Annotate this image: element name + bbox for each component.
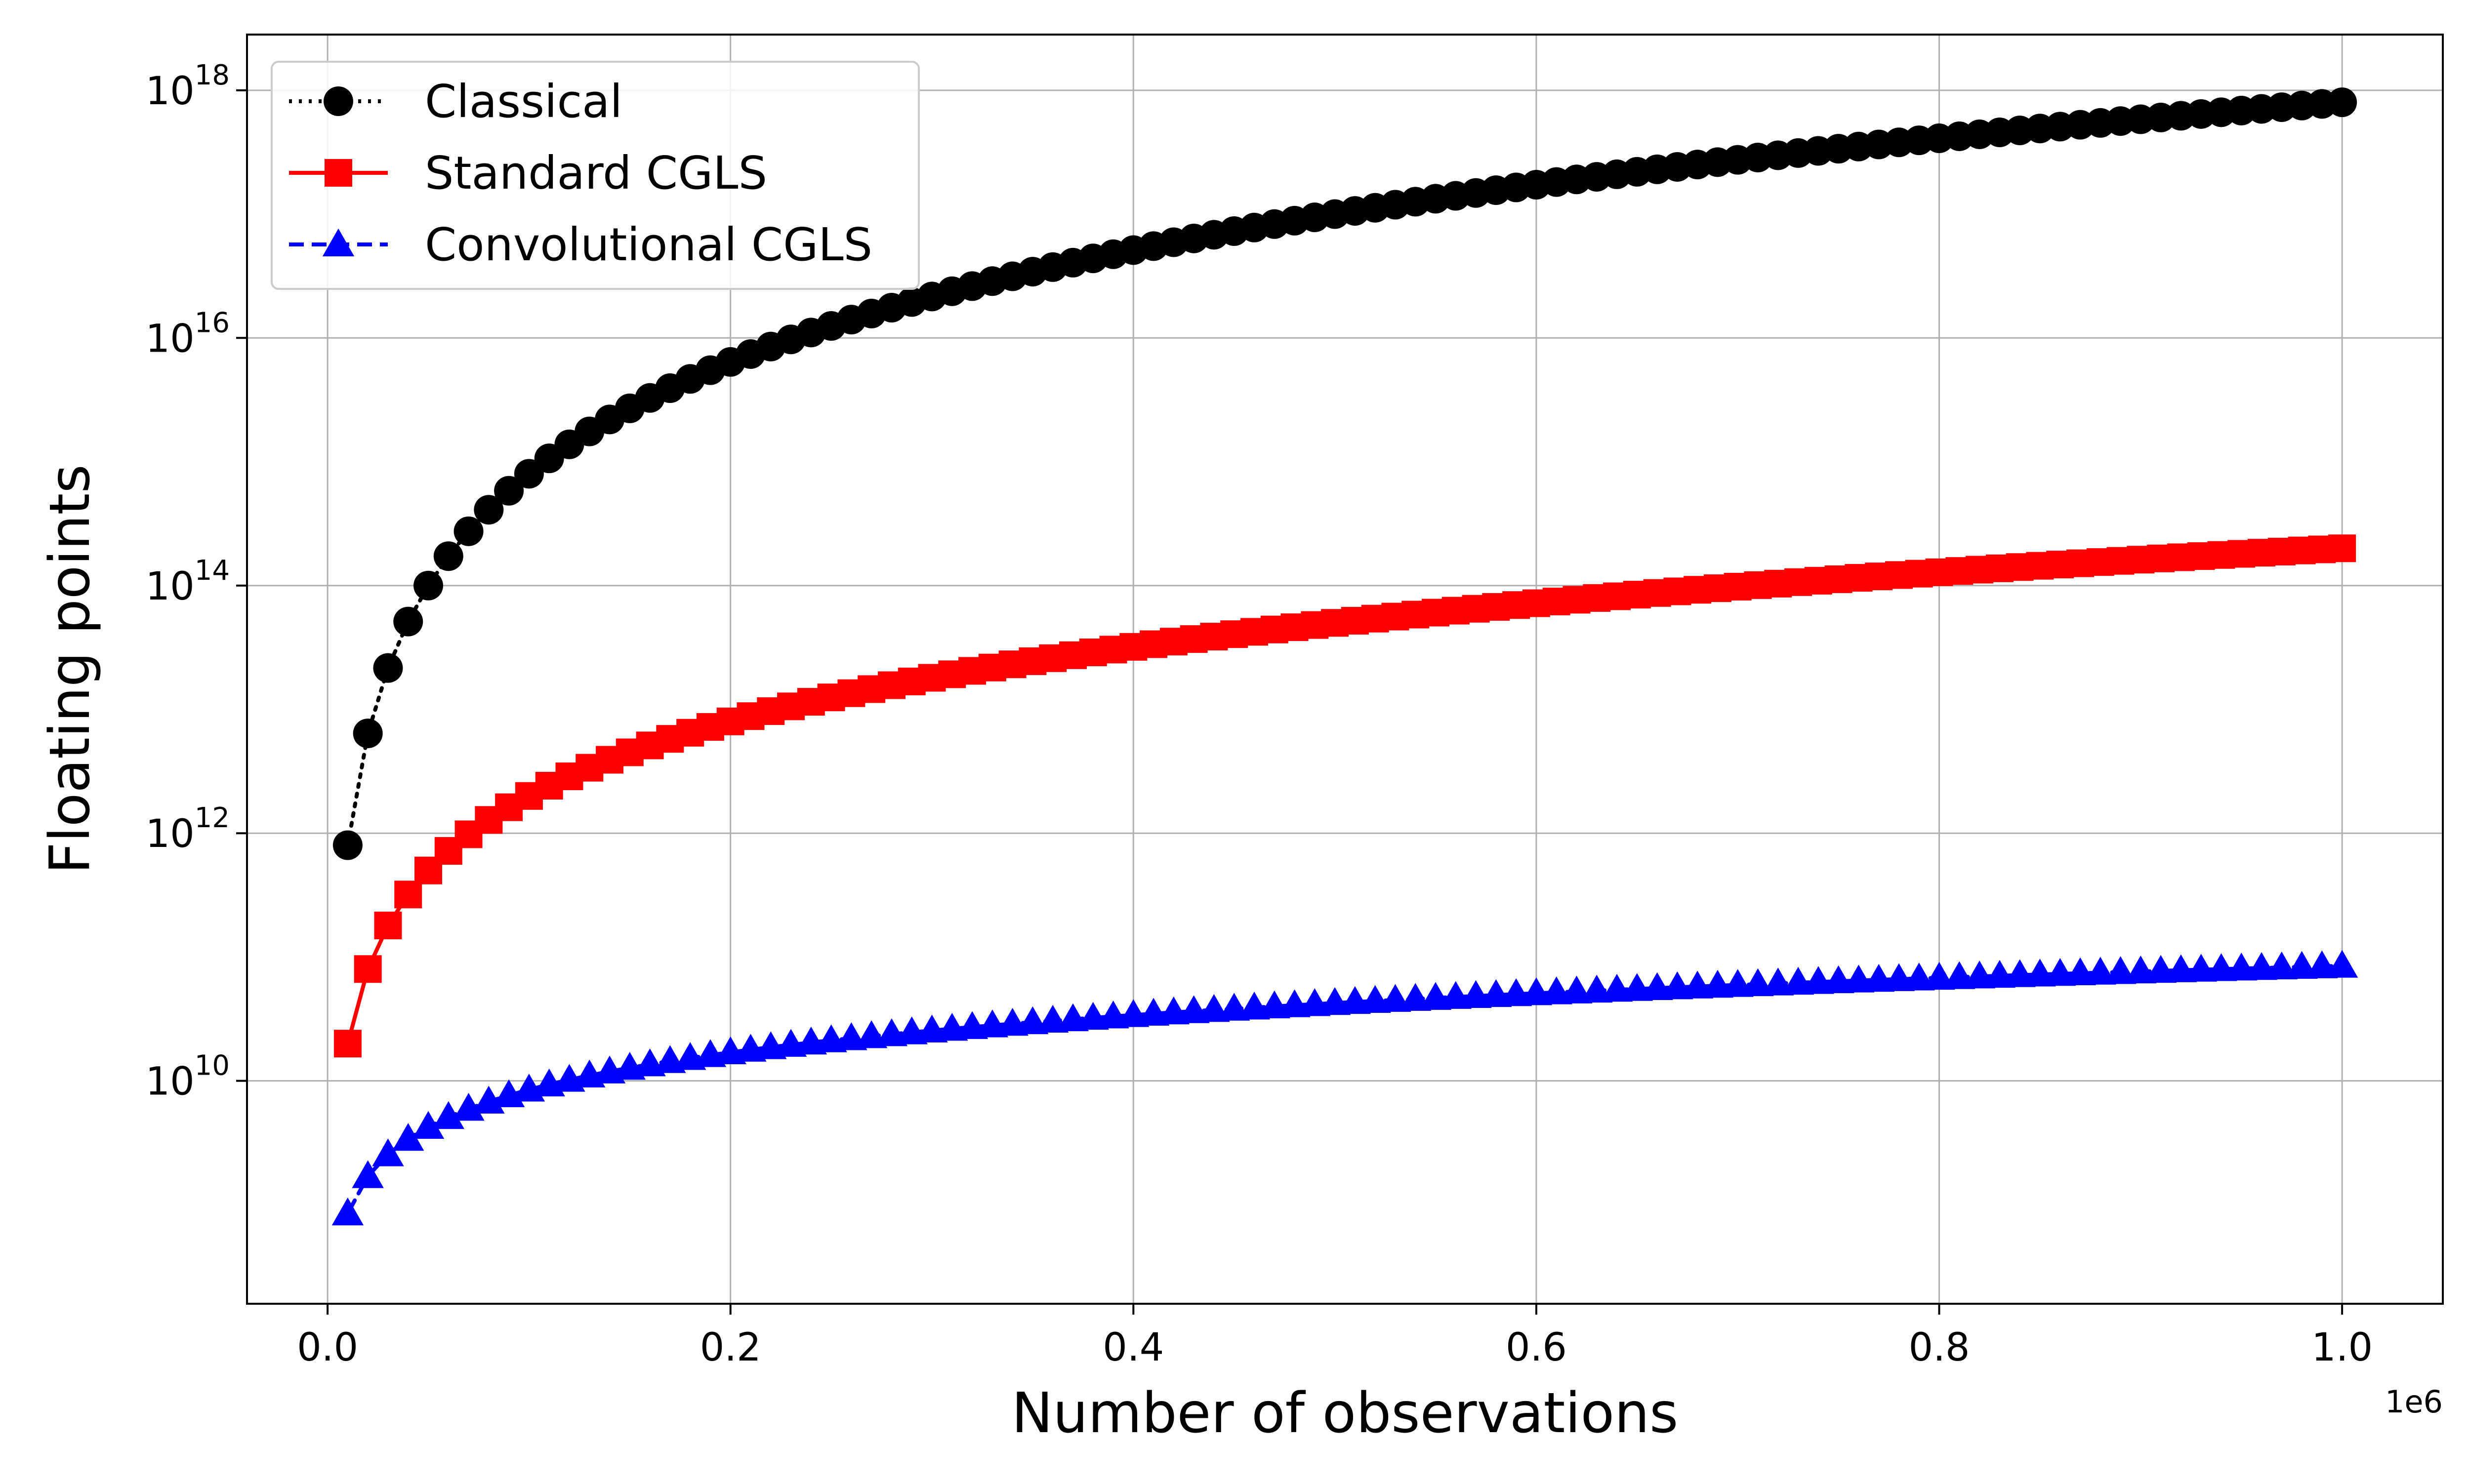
y-tick-label: 1012 [145, 802, 230, 856]
x-tick-label: 0.4 [1103, 1325, 1164, 1370]
series-convolutional-cgls [331, 950, 2358, 1226]
legend-marker [325, 159, 352, 187]
legend-box [271, 61, 920, 290]
data-point [372, 1138, 404, 1166]
data-point [494, 476, 524, 506]
series-line [345, 963, 2345, 1216]
legend: Classical Standard CGLS Convolutional CGLS [271, 61, 920, 290]
legend-item: Classical [289, 75, 622, 128]
plot-frame [246, 34, 2444, 1305]
data-point [373, 653, 403, 683]
y-tick-base: 10 [145, 1060, 194, 1104]
x-tick-label: 0.8 [1908, 1325, 1970, 1370]
data-point [393, 606, 423, 637]
data-point [2326, 950, 2358, 978]
y-tick-label: 1014 [145, 555, 230, 609]
data-point [432, 1101, 464, 1129]
x-tick-label: 0.0 [297, 1325, 358, 1370]
series-standard-cgls [333, 534, 2356, 1058]
data-point [2327, 87, 2357, 118]
data-point [352, 1160, 384, 1188]
data-point [453, 516, 484, 546]
data-point [474, 495, 504, 525]
legend-label: Standard CGLS [425, 147, 767, 200]
y-tick-base: 10 [145, 317, 194, 361]
y-tick-base: 10 [145, 69, 194, 114]
y-tick-label: 1010 [145, 1050, 230, 1104]
y-axis-label: Floating points [38, 464, 102, 874]
series-layer [331, 87, 2358, 1226]
legend-marker [322, 228, 355, 257]
data-point [453, 1093, 485, 1121]
y-tick-exponent: 12 [195, 802, 230, 834]
legend-item: Standard CGLS [289, 147, 767, 200]
data-point [354, 955, 382, 983]
x-tick-label: 0.6 [1506, 1325, 1567, 1370]
y-tick-label: 1016 [145, 307, 230, 361]
data-point [412, 1111, 445, 1139]
y-tick-exponent: 18 [195, 59, 230, 91]
legend-item: Convolutional CGLS [289, 218, 872, 271]
data-point [374, 911, 402, 939]
data-point [333, 1030, 362, 1058]
legend-marker [324, 86, 353, 116]
y-tick-base: 10 [145, 812, 194, 856]
x-tick-label: 0.2 [700, 1325, 761, 1370]
x-axis-label: Number of observations [1012, 1381, 1679, 1445]
data-point [514, 459, 544, 489]
y-tick-exponent: 10 [195, 1050, 230, 1082]
series-classical [332, 87, 2357, 860]
legend-label: Classical [425, 75, 622, 128]
y-tick-base: 10 [145, 564, 194, 609]
data-point [433, 541, 463, 571]
x-tick-label: 1.0 [2311, 1325, 2373, 1370]
data-point [394, 881, 422, 909]
data-point [413, 570, 444, 601]
y-tick-exponent: 14 [195, 555, 230, 587]
data-point [392, 1123, 424, 1151]
y-tick-exponent: 16 [195, 307, 230, 339]
data-point [331, 1197, 364, 1226]
x-axis-offset-text: 1e6 [2385, 1384, 2443, 1420]
data-point [332, 830, 363, 860]
legend-label: Convolutional CGLS [425, 218, 872, 271]
y-tick-label: 1018 [145, 59, 230, 114]
data-point [2328, 534, 2356, 562]
data-point [353, 719, 383, 749]
